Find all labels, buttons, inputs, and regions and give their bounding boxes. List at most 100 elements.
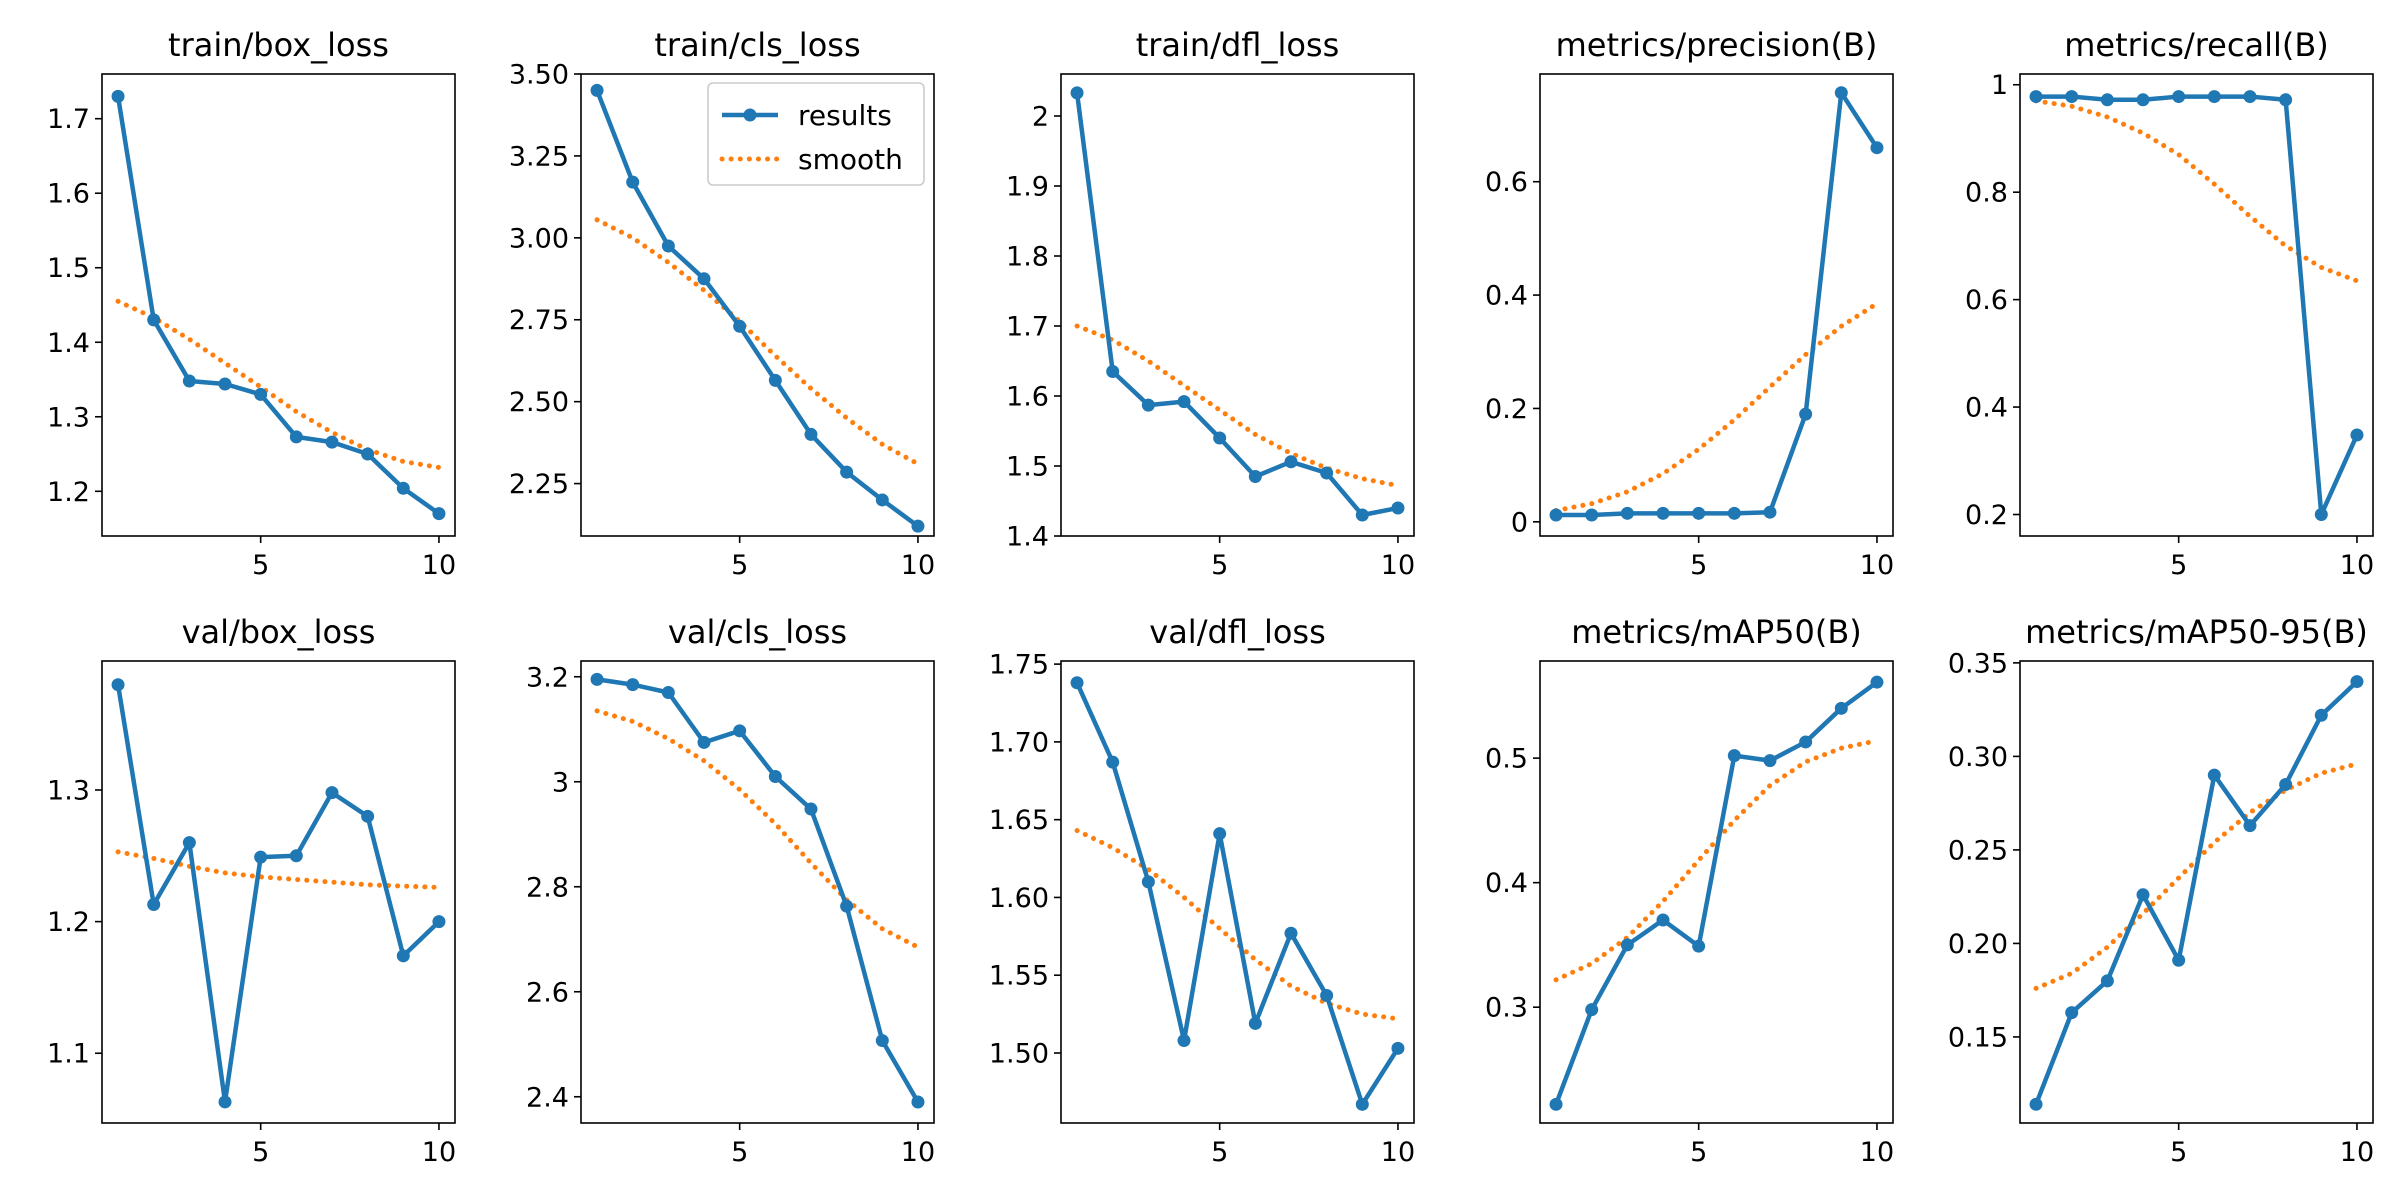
- results-point: [1620, 938, 1634, 952]
- results-series-line: [1556, 90, 1879, 518]
- y-tick-label: 1.70: [989, 727, 1049, 758]
- results-point: [733, 724, 747, 738]
- legend-results-marker: [743, 108, 757, 122]
- x-tick-label: 10: [901, 1137, 935, 1168]
- y-tick-label: 1.7: [1006, 312, 1049, 343]
- results-point: [1727, 749, 1741, 763]
- subplot-val-cls-loss: val/cls_loss 2.4 2.6 2.8 3 3.2 5 10: [526, 613, 935, 1168]
- results-series-line: [115, 96, 441, 516]
- y-tick-label: 3.00: [509, 223, 569, 254]
- subplot-metrics-map50-95-b: metrics/mAP50-95(B) 0.15 0.20 0.25 0.30 0.35 5…: [1948, 613, 2374, 1168]
- y-tick-label: 0.4: [1965, 393, 2008, 424]
- x-tick-label: 10: [1381, 550, 1415, 581]
- results-point: [396, 949, 410, 963]
- results-series-line: [115, 684, 441, 1105]
- results-point: [804, 427, 818, 441]
- results-series-line: [1074, 681, 1400, 1107]
- results-point: [1834, 86, 1848, 100]
- plot-frame: [101, 73, 456, 537]
- subplot-val-dfl-loss: val/dfl_loss 1.50 1.55 1.60 1.65 1.70 1.75 5 10: [989, 613, 1415, 1168]
- y-tick-label: 1: [1991, 70, 2008, 101]
- results-point: [1213, 431, 1227, 445]
- results-point: [2029, 90, 2043, 104]
- y-tick-label: 0.4: [1485, 868, 1528, 899]
- results-point: [1284, 455, 1298, 469]
- results-point: [1213, 827, 1227, 841]
- results-point: [361, 447, 375, 461]
- results-point: [1106, 755, 1120, 769]
- results-point: [432, 915, 446, 929]
- y-tick-label: 1.5: [1006, 452, 1049, 483]
- results-point: [1549, 508, 1563, 522]
- smooth-series-line: [594, 217, 921, 467]
- results-point: [289, 849, 303, 863]
- subplot-title: metrics/mAP50-95(B): [2025, 613, 2368, 651]
- subplot-title: metrics/precision(B): [1556, 26, 1878, 64]
- results-point: [254, 387, 268, 401]
- results-point: [1177, 395, 1191, 409]
- y-tick-label: 3.2: [526, 662, 569, 693]
- x-tick-label: 10: [2340, 550, 2374, 581]
- y-tick-label: 0.8: [1965, 178, 2008, 209]
- results-point: [218, 1095, 232, 1109]
- results-point: [626, 678, 640, 692]
- y-tick-label: 0.25: [1948, 835, 2008, 866]
- y-tick-label: 1.60: [989, 883, 1049, 914]
- results-point: [661, 239, 675, 253]
- y-tick-label: 1.9: [1006, 172, 1049, 203]
- x-tick-label: 10: [422, 550, 456, 581]
- subplot-train-box-loss: train/box_loss 1.2 1.3 1.4 1.5 1.6 1.7 5 10: [47, 26, 456, 581]
- subplot-metrics-precision-b: metrics/precision(B) 0 0.2 0.4 0.6 5 10: [1485, 26, 1894, 581]
- y-tick-label: 1.75: [989, 650, 1049, 681]
- results-point: [1692, 939, 1706, 953]
- results-point: [2279, 777, 2293, 791]
- results-point: [1248, 1016, 1262, 1030]
- y-tick-label: 3: [552, 767, 569, 798]
- y-tick-label: 2.6: [526, 977, 569, 1008]
- subplot-title: val/box_loss: [182, 613, 376, 651]
- plot-frame: [1539, 660, 1894, 1124]
- results-point: [2136, 93, 2150, 107]
- x-tick-label: 5: [1690, 1137, 1707, 1168]
- x-tick-label: 5: [731, 1137, 748, 1168]
- results-point: [590, 83, 604, 97]
- results-point: [1727, 506, 1741, 520]
- x-tick-label: 5: [2170, 1137, 2187, 1168]
- results-point: [1870, 141, 1884, 155]
- subplot-title: metrics/mAP50(B): [1571, 613, 1862, 651]
- y-tick-label: 0.6: [1485, 167, 1528, 198]
- results-point: [1177, 1034, 1191, 1048]
- y-tick-label: 2.75: [509, 305, 569, 336]
- y-tick-label: 0.30: [1948, 742, 2008, 773]
- x-tick-label: 10: [422, 1137, 456, 1168]
- subplot-title: train/cls_loss: [654, 26, 860, 64]
- y-tick-label: 0.35: [1948, 648, 2008, 679]
- y-tick-label: 1.55: [989, 961, 1049, 992]
- results-point: [1320, 988, 1334, 1002]
- plot-frame: [101, 660, 456, 1124]
- legend: results smooth: [707, 82, 925, 186]
- results-point: [396, 481, 410, 495]
- y-tick-label: 0.3: [1485, 993, 1528, 1024]
- y-tick-label: 1.5: [47, 253, 90, 284]
- results-point: [733, 319, 747, 333]
- legend-box: [707, 82, 925, 186]
- y-tick-label: 1.6: [1006, 382, 1049, 413]
- y-tick-label: 0.15: [1948, 1022, 2008, 1053]
- results-point: [2243, 90, 2257, 104]
- y-tick-label: 2.25: [509, 469, 569, 500]
- results-series-line: [2036, 94, 2360, 517]
- results-point: [626, 175, 640, 189]
- results-point: [1799, 735, 1813, 749]
- y-tick-label: 0: [1511, 507, 1528, 538]
- y-tick-label: 2: [1032, 102, 1049, 133]
- results-point: [590, 672, 604, 686]
- y-tick-label: 0.20: [1948, 929, 2008, 960]
- results-point: [1692, 506, 1706, 520]
- results-point: [1834, 701, 1848, 715]
- results-point: [254, 850, 268, 864]
- y-tick-label: 3.50: [509, 60, 569, 91]
- results-point: [2350, 428, 2364, 442]
- y-tick-label: 1.3: [47, 775, 90, 806]
